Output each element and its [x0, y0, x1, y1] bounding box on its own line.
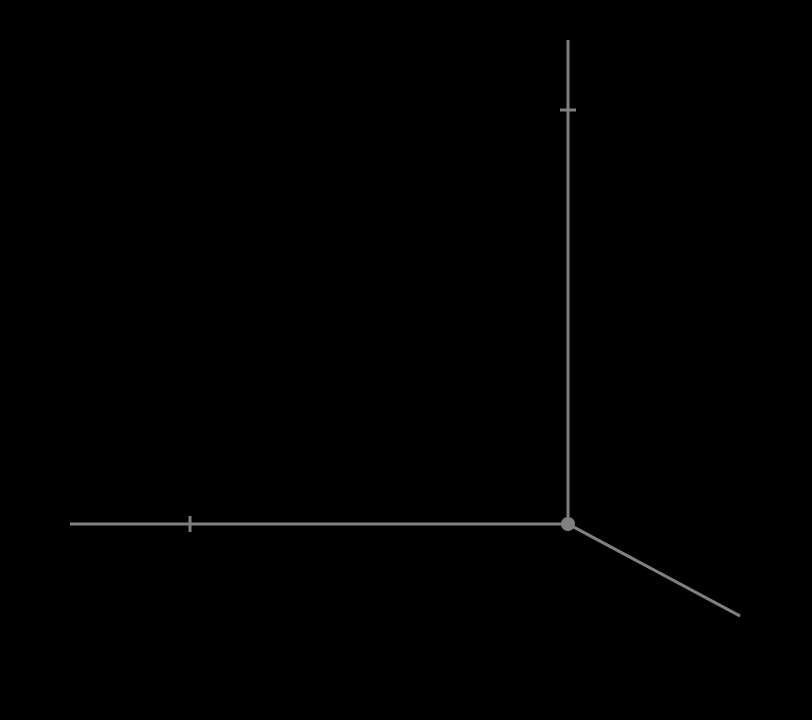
axes-group	[70, 40, 740, 616]
origin-dot	[561, 517, 575, 531]
3d-axes-diagram	[0, 0, 812, 720]
x-axis	[568, 524, 740, 616]
